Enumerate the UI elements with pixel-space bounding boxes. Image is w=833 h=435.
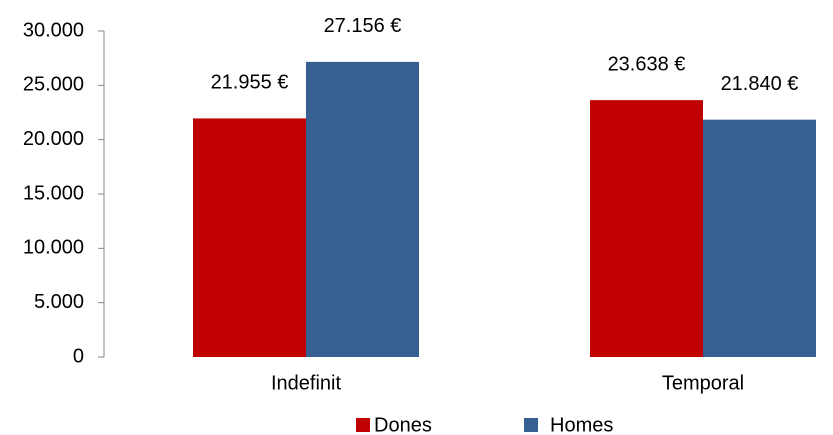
value-label: 27.156 € [324, 15, 402, 37]
y-tick-label: 25.000 [23, 74, 84, 96]
bar [193, 118, 306, 357]
legend-swatch [524, 418, 538, 432]
value-label: 21.955 € [211, 72, 289, 94]
y-tick-label: 5.000 [34, 291, 84, 313]
y-tick-label: 10.000 [23, 237, 84, 259]
y-tick-label: 0 [73, 345, 84, 367]
y-tick-label: 15.000 [23, 182, 84, 204]
x-tick-label: Temporal [662, 372, 744, 394]
y-tick-label: 30.000 [23, 19, 84, 41]
legend-label: Dones [374, 414, 432, 435]
bar [590, 100, 703, 358]
bar [306, 61, 419, 358]
legend-label: Homes [550, 414, 613, 435]
y-tick-label: 20.000 [23, 128, 84, 150]
value-label: 21.840 € [721, 73, 799, 95]
bar [703, 119, 816, 357]
legend-swatch [356, 418, 370, 432]
x-tick-label: Indefinit [271, 372, 341, 394]
value-label: 23.638 € [608, 53, 686, 75]
